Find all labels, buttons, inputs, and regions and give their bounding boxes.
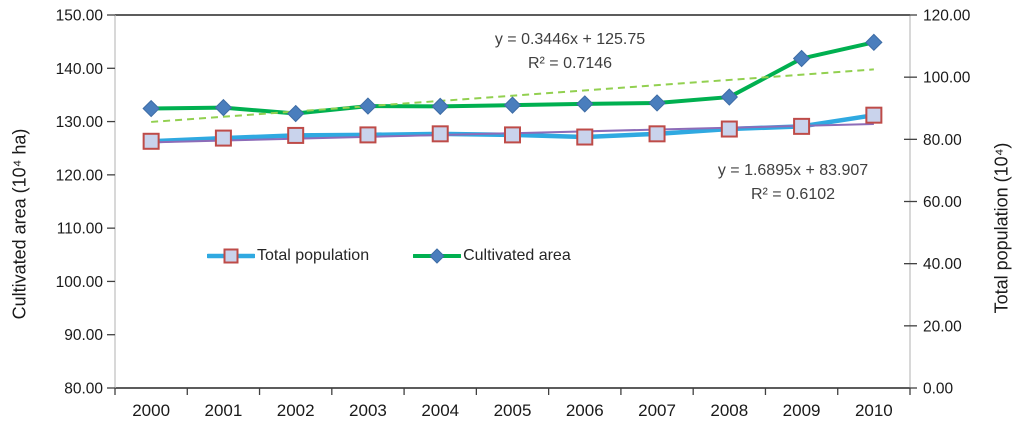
left-axis-tick-label: 150.00	[56, 8, 104, 25]
right-axis-title: Total population (10⁴)	[991, 142, 1012, 314]
right-axis-tick-label: 20.00	[923, 318, 962, 335]
data-point-marker-diamond	[431, 97, 449, 116]
data-point-marker-diamond	[214, 98, 233, 117]
data-point-marker-square	[359, 126, 377, 144]
right-axis-tick-label: 60.00	[923, 194, 962, 211]
data-point-marker-diamond	[865, 33, 883, 52]
data-point-marker-square	[214, 129, 232, 147]
equation-text: y = 0.3446x + 125.75	[494, 31, 646, 48]
right-axis-tick-label: 120.00	[923, 8, 971, 25]
legend-label-total-population: Total population	[257, 247, 370, 264]
x-axis-category-label: 2008	[710, 401, 748, 420]
x-axis-category-label: 2007	[638, 401, 676, 420]
legend-label-cultivated-area: Cultivated area	[463, 247, 571, 264]
data-point-marker-diamond	[720, 88, 739, 106]
right-axis-tick-label: 80.00	[923, 132, 962, 149]
x-axis-category-label: 2004	[421, 401, 459, 420]
x-axis-category-label: 2000	[132, 401, 170, 420]
left-axis-tick-label: 90.00	[64, 327, 103, 344]
r-squared-text: R² = 0.6102	[750, 186, 836, 203]
data-point-marker-square	[793, 117, 811, 135]
legend-item-cultivated-area: Cultivated area	[413, 246, 571, 266]
data-point-marker-diamond	[286, 104, 305, 123]
cultivated-area-line-diamond-icon	[413, 248, 462, 264]
x-axis-category-label: 2002	[277, 401, 315, 420]
r-squared-text: R² = 0.7146	[527, 55, 613, 72]
legend: Total population Cultivated area	[207, 246, 571, 266]
left-axis-tick-label: 110.00	[57, 221, 104, 238]
legend-item-total-population: Total population	[207, 246, 369, 266]
right-axis-tick-label: 100.00	[923, 70, 971, 87]
left-axis-tick-label: 140.00	[56, 61, 104, 78]
x-axis-category-label: 2006	[566, 401, 604, 420]
trendline-annotation-cultivated-area: y = 1.6895x + 83.907 R² = 0.6102	[718, 159, 868, 207]
left-axis-tick-label: 80.00	[64, 381, 103, 398]
left-axis-tick-label: 130.00	[56, 114, 104, 131]
x-axis-category-label: 2003	[349, 401, 387, 420]
x-axis-category-label: 2001	[204, 401, 242, 420]
equation-text: y = 1.6895x + 83.907	[717, 162, 869, 179]
data-point-marker-diamond	[576, 95, 594, 113]
left-axis-tick-label: 100.00	[56, 274, 104, 291]
data-point-marker-square	[720, 120, 738, 138]
trendline-annotation-population: y = 0.3446x + 125.75 R² = 0.7146	[495, 28, 645, 76]
data-point-marker-square	[504, 126, 521, 144]
left-axis-title: Cultivated area (10⁴ ha)	[9, 128, 30, 320]
data-point-marker-square	[287, 126, 305, 144]
x-axis-category-label: 2009	[783, 401, 821, 420]
data-point-marker-diamond	[792, 49, 811, 68]
x-axis-category-label: 2005	[494, 401, 532, 420]
total-population-line-square-icon	[207, 248, 255, 264]
data-point-marker-square	[648, 125, 666, 143]
data-point-marker-diamond	[142, 99, 160, 118]
data-point-marker-square	[431, 125, 449, 143]
data-point-marker-square	[576, 128, 594, 146]
data-point-marker-square	[865, 106, 883, 124]
data-point-marker-square	[142, 132, 160, 150]
trendline-cultivated-area	[151, 68, 874, 123]
right-axis-tick-label: 0.00	[923, 381, 954, 398]
left-axis-tick-label: 120.00	[56, 167, 104, 184]
data-point-marker-diamond	[648, 94, 666, 112]
x-axis-category-label: 2010	[855, 401, 893, 420]
data-point-marker-diamond	[503, 96, 522, 114]
right-axis-tick-label: 40.00	[923, 256, 962, 273]
data-point-marker-diamond	[359, 97, 377, 115]
